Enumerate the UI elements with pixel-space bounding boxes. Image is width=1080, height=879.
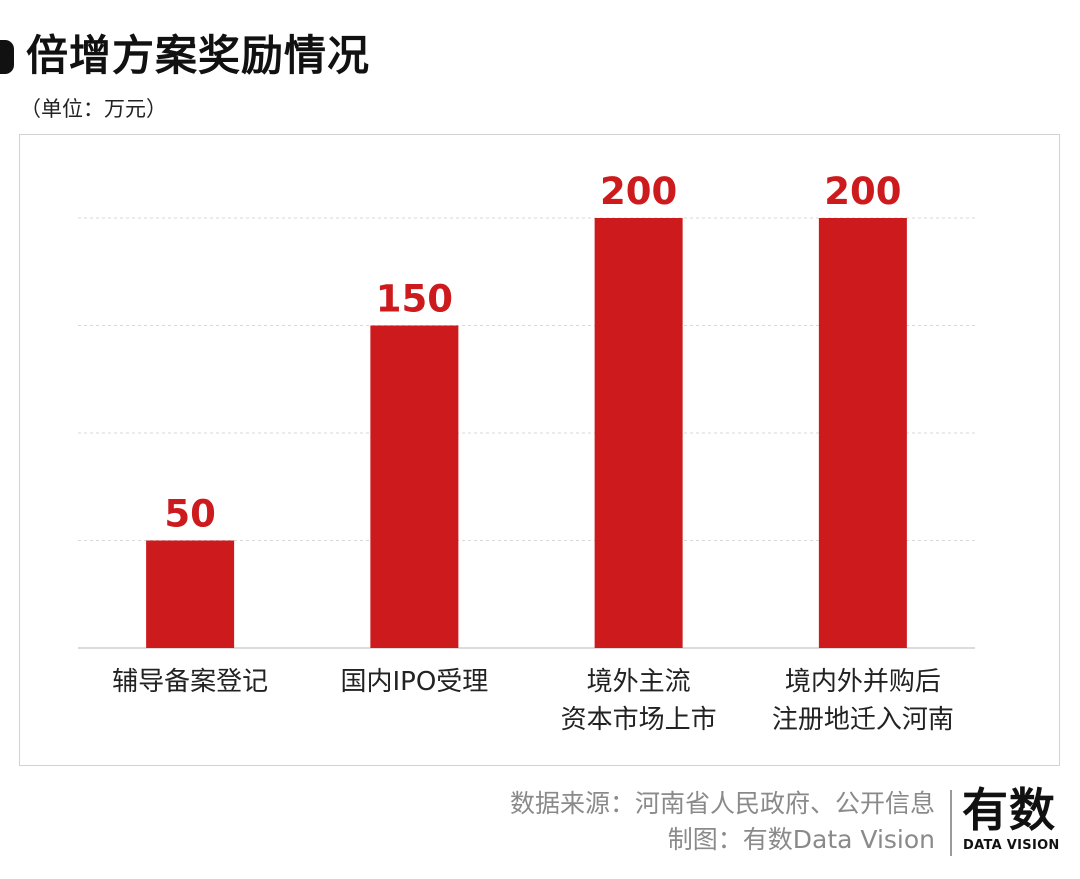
- bar-value-label: 150: [376, 278, 453, 321]
- source-text: 数据来源：河南省人民政府、公开信息: [509, 789, 935, 818]
- logo-subtitle: DATA VISION: [963, 838, 1060, 853]
- bar: [818, 218, 907, 648]
- category-label: 境外主流: [587, 667, 691, 697]
- bar: [146, 540, 235, 648]
- credit-text: 制图：有数Data Vision: [667, 825, 935, 854]
- category-label: 境内外并购后: [785, 667, 941, 697]
- brand-logo: 有数 DATA VISION: [962, 784, 1062, 864]
- category-label: 辅导备案登记: [112, 667, 268, 697]
- bar-value-label: 200: [600, 170, 677, 213]
- bar-value-label: 200: [824, 170, 901, 213]
- bar: [594, 218, 683, 648]
- category-label: 资本市场上市: [561, 705, 717, 735]
- source-block: 数据来源：河南省人民政府、公开信息 制图：有数Data Vision: [510, 786, 935, 858]
- logo-text: 有数: [962, 783, 1056, 837]
- unit-label: （单位：万元）: [20, 97, 167, 121]
- bar-value-label: 50: [164, 493, 216, 536]
- bar: [370, 325, 459, 648]
- category-label: 国内IPO受理: [340, 667, 488, 697]
- chart-title: 倍增方案奖励情况: [26, 31, 371, 80]
- title-marker: [0, 40, 14, 74]
- category-label: 注册地迁入河南: [772, 705, 954, 735]
- footer-divider: [950, 790, 952, 856]
